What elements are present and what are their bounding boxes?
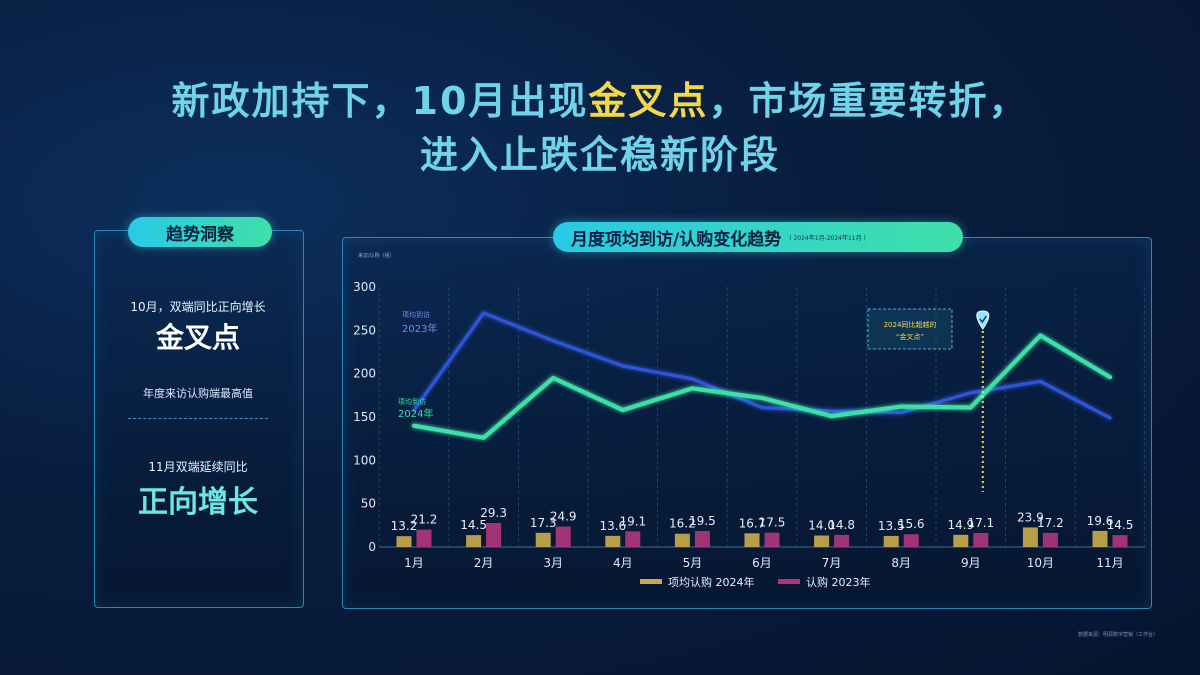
bar-label-2024: 14.9: [947, 518, 974, 532]
bar-purchase-2024: [466, 535, 482, 547]
legend-label-2023: 认购 2023年: [806, 575, 871, 589]
legend-swatch-2024: [640, 579, 662, 584]
bar-label-2023: 21.2: [411, 513, 438, 527]
y-tick-label: 0: [368, 540, 376, 554]
bar-label-2024: 13.6: [599, 519, 626, 533]
annotation-text-2: “金叉点”: [896, 332, 924, 341]
bar-label-2024: 17.3: [530, 516, 557, 530]
bar-purchase-2024: [814, 535, 830, 547]
x-tick-label: 4月: [613, 556, 633, 570]
x-tick-label: 9月: [961, 556, 981, 570]
bar-label-2023: 14.8: [828, 518, 855, 532]
headline-part2: ，市场重要转折，: [708, 79, 1029, 123]
x-tick-label: 11月: [1096, 556, 1123, 570]
line-visit-2023: [412, 311, 1112, 420]
check-mark-icon: [979, 315, 987, 324]
bar-purchase-2023: [486, 522, 502, 547]
annotation-text-1: 2024同比超越的: [884, 320, 937, 329]
x-tick-label: 10月: [1027, 556, 1054, 570]
x-tick-label: 7月: [822, 556, 842, 570]
bar-label-2023: 29.3: [480, 506, 507, 520]
series-label-2024-name: 项均到访: [398, 397, 426, 406]
bar-label-2023: 17.5: [759, 516, 786, 530]
bar-purchase-2023: [694, 531, 710, 547]
chart-pill-subtitle: ( 2024年1月-2024年11月 ): [789, 234, 866, 242]
source-note: 数据来源：明源数字营销（工作台）: [1078, 632, 1159, 638]
line-visit-2024: [411, 333, 1113, 440]
insight-text-3: 11月双端延续同比: [148, 460, 248, 474]
y-axis-unit: 来访/认购（组）: [358, 252, 395, 259]
insight-big-2: 正向增长: [138, 485, 258, 520]
headline-line1: 新政加持下，10月出现金叉点，市场重要转折，: [0, 70, 1200, 125]
bar-label-2023: 17.1: [967, 516, 994, 530]
bar-purchase-2024: [883, 535, 899, 547]
bar-label-2023: 17.2: [1037, 516, 1064, 530]
series-label-2024-year: 2024年: [398, 407, 433, 420]
bar-purchase-2023: [973, 532, 989, 547]
bar-purchase-2023: [764, 532, 780, 547]
bar-purchase-2023: [416, 529, 432, 547]
bar-purchase-2023: [1042, 532, 1058, 547]
chart-pill-title: 月度项均到访/认购变化趋势: [571, 229, 782, 250]
headline-line2: 进入止跌企稳新阶段: [419, 133, 780, 177]
series-label-2023-name: 项均到访: [402, 310, 430, 319]
bar-purchase-2024: [605, 535, 621, 547]
bar-label-2023: 24.9: [550, 510, 577, 524]
insight-text-2: 年度来访认购端最高值: [143, 387, 253, 400]
headline-part1: 新政加持下，10月出现: [171, 79, 589, 123]
trend-chart: 来访/认购（组） 0 50 100 150 200 250 300 1月 2月 3月 4月 5月 6月 7月…: [353, 252, 1146, 589]
insight-text-1: 10月，双端同比正向增长: [130, 300, 266, 314]
insight-panel: [94, 230, 304, 608]
bar-label-2024: 14.5: [460, 518, 487, 532]
bar-label-2023: 14.5: [1107, 518, 1134, 532]
legend-swatch-2023: [778, 579, 800, 584]
y-tick-label: 50: [361, 497, 376, 511]
bar-purchase-2023: [903, 534, 919, 547]
x-tick-label: 2月: [474, 556, 494, 570]
bar-purchase-2023: [625, 531, 641, 547]
annotation-box: [867, 308, 953, 350]
bar-purchase-2024: [1022, 527, 1038, 547]
bar-label-2024: 16.2: [669, 517, 696, 531]
bar-purchase-2024: [953, 534, 969, 547]
bar-label-2024: 16.7: [739, 516, 766, 530]
insight-pill: 趋势洞察: [128, 217, 272, 247]
x-tick-label: 8月: [891, 556, 911, 570]
bar-label-2023: 15.6: [898, 517, 925, 531]
bar-purchase-2024: [674, 533, 690, 547]
bar-purchase-2024: [396, 536, 412, 547]
bar-purchase-2024: [535, 532, 551, 547]
y-tick-label: 150: [353, 410, 376, 424]
y-tick-label: 200: [353, 367, 376, 381]
headline-highlight: 金叉点: [588, 79, 709, 123]
bar-purchase-2023: [834, 534, 850, 547]
bar-label-2023: 19.5: [689, 514, 716, 528]
x-tick-label: 3月: [543, 556, 563, 570]
bar-label-2024: 14.0: [808, 519, 835, 533]
y-tick-label: 100: [353, 453, 376, 467]
bar-label-2024: 13.5: [878, 519, 905, 533]
chart-pill: 月度项均到访/认购变化趋势 ( 2024年1月-2024年11月 ): [553, 222, 963, 252]
y-tick-label: 300: [353, 280, 376, 294]
bar-purchase-2023: [555, 526, 571, 547]
insight-big-1: 金叉点: [155, 321, 240, 354]
insight-divider: [128, 418, 268, 419]
series-label-2023-year: 2023年: [402, 322, 437, 335]
bar-purchase-2024: [1092, 530, 1108, 547]
x-tick-label: 1月: [404, 556, 424, 570]
bar-label-2024: 13.2: [391, 519, 418, 533]
bar-label-2024: 19.6: [1087, 514, 1114, 528]
bar-purchase-2023: [1112, 535, 1128, 547]
legend-label-2024: 项均认购 2024年: [668, 575, 755, 589]
x-tick-label: 6月: [752, 556, 772, 570]
bar-purchase-2024: [744, 533, 760, 547]
x-tick-label: 5月: [683, 556, 703, 570]
bar-label-2024: 23.9: [1017, 510, 1044, 524]
bar-label-2023: 19.1: [619, 514, 646, 528]
y-tick-label: 250: [353, 323, 376, 337]
